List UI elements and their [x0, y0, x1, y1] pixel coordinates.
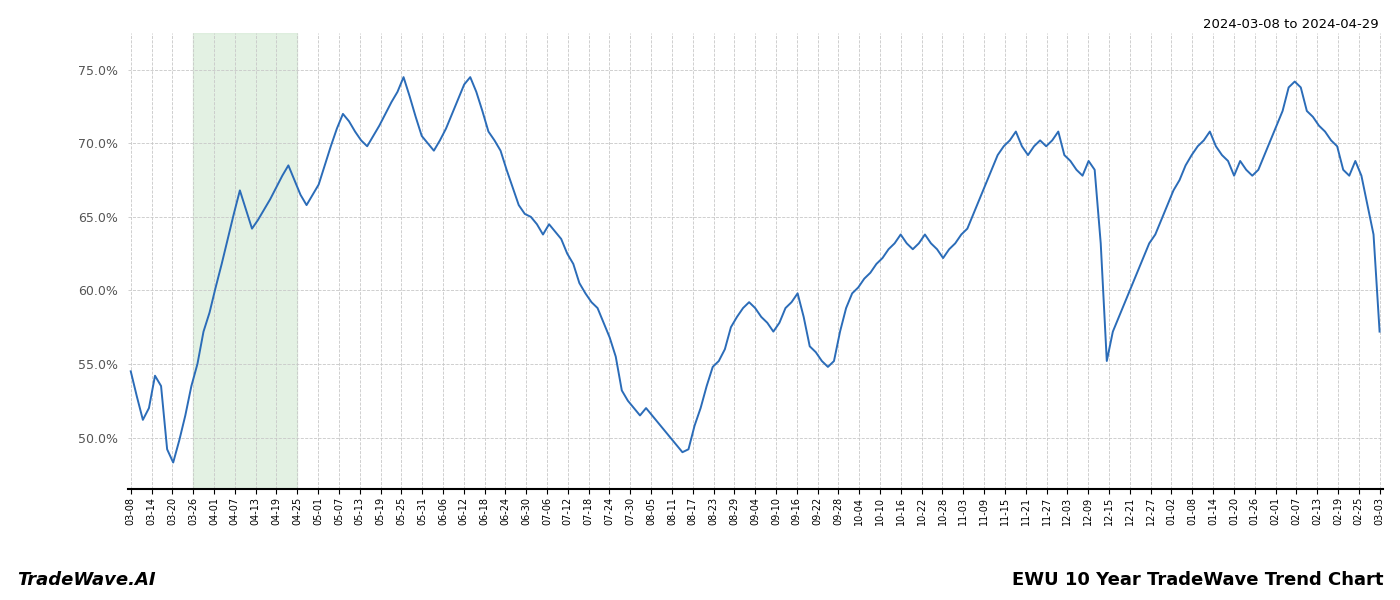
Text: EWU 10 Year TradeWave Trend Chart: EWU 10 Year TradeWave Trend Chart: [1012, 571, 1383, 589]
Text: 2024-03-08 to 2024-04-29: 2024-03-08 to 2024-04-29: [1204, 18, 1379, 31]
Text: TradeWave.AI: TradeWave.AI: [17, 571, 155, 589]
Bar: [193, 33, 297, 489]
